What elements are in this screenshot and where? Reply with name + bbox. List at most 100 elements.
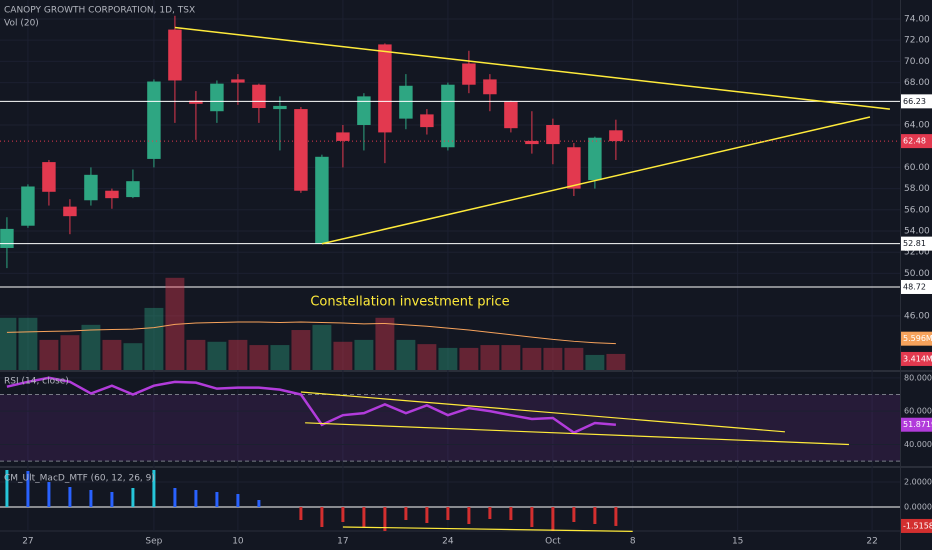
volume-bar <box>207 341 227 370</box>
x-tick-label: 22 <box>866 537 877 547</box>
macd-bar <box>593 507 597 524</box>
y-tick-label: 60.0000 <box>904 407 932 416</box>
price-line-label: 66.23 <box>903 97 926 106</box>
macd-bar <box>404 507 408 520</box>
candle-body <box>609 130 623 142</box>
price-line-label: 52.81 <box>903 239 926 248</box>
trendline <box>174 26 891 110</box>
macd-bar <box>530 507 534 527</box>
price-line-label-box <box>901 236 932 251</box>
macd-bar <box>47 482 51 507</box>
macd-bar <box>614 507 618 526</box>
macd-bar <box>341 507 345 522</box>
candle-body <box>357 96 371 125</box>
volume-bar <box>606 353 626 370</box>
x-tick-label: Oct <box>545 537 561 547</box>
macd-bar <box>320 507 324 527</box>
price-line-label-box <box>901 279 932 294</box>
volume-bar <box>249 345 269 370</box>
y-tick-label: 52.00 <box>904 248 930 258</box>
rsi-line <box>6 376 616 435</box>
y-tick-label: 68.00 <box>904 78 930 88</box>
volume-bar <box>459 347 479 370</box>
macd-bar <box>194 490 198 507</box>
candle-body <box>420 114 434 128</box>
y-tick-label: 74.00 <box>904 14 930 24</box>
macd-bar <box>299 507 303 520</box>
macd-bar <box>362 507 366 527</box>
volume-label-box <box>901 351 932 366</box>
macd-bar <box>425 507 429 523</box>
y-tick-label: 40.0000 <box>904 440 932 449</box>
volume-bar <box>417 344 437 370</box>
candle-body <box>21 186 35 226</box>
x-tick-label: 27 <box>22 537 33 547</box>
macd-bar <box>257 500 261 507</box>
rsi-last-label-box <box>901 417 932 432</box>
volume-bar <box>564 347 584 370</box>
candle-body <box>567 147 581 189</box>
y-tick-label: 50.00 <box>904 269 930 279</box>
macd-bar <box>215 492 219 507</box>
macd-bar <box>236 494 240 507</box>
macd-bar <box>5 470 9 507</box>
rsi-last-label: 51.8719 <box>903 420 932 429</box>
candle-body <box>231 79 245 83</box>
y-tick-label: 64.00 <box>904 120 930 130</box>
volume-bar <box>123 343 143 370</box>
x-tick-label: Sep <box>145 537 162 547</box>
candle-body <box>525 140 539 145</box>
macd-bar <box>572 507 576 522</box>
trendline <box>342 526 633 532</box>
annotation: Constellation investment price <box>310 295 509 310</box>
candle-body <box>210 83 224 112</box>
x-tick-label: 15 <box>732 537 743 547</box>
candle-body <box>189 100 203 104</box>
rsi-title: RSI (14, close) <box>4 377 69 387</box>
macd-bar <box>383 507 387 531</box>
candle-body <box>105 190 119 199</box>
trendline <box>305 422 849 446</box>
macd-bar <box>173 488 177 507</box>
chart-title: CANOPY GROWTH CORPORATION, 1D, TSX <box>4 6 195 16</box>
y-tick-label: 0.0000 <box>904 503 932 512</box>
macd-bar <box>152 470 156 507</box>
candle-body <box>252 84 266 109</box>
y-tick-label: 54.00 <box>904 227 930 237</box>
y-tick-label: 80.0000 <box>904 373 932 382</box>
candle-body <box>441 84 455 148</box>
y-tick-label: 70.00 <box>904 57 930 67</box>
candle-body <box>546 124 560 145</box>
macd-bar <box>446 507 450 520</box>
candle-body <box>84 174 98 201</box>
volume-ma <box>6 321 616 345</box>
x-tick-label: 10 <box>232 537 244 547</box>
volume-label-box <box>901 331 932 346</box>
macd-bar <box>467 507 471 524</box>
volume-bar <box>522 347 542 370</box>
macd-bar <box>89 490 93 507</box>
macd-bar <box>110 492 114 507</box>
volume-bar <box>396 339 416 370</box>
volume-label: 5.596M <box>903 334 932 343</box>
volume-bar <box>312 324 332 370</box>
last-price-label-box <box>901 134 932 149</box>
volume-bar <box>81 324 101 370</box>
candle-body <box>483 79 497 95</box>
candle-body <box>378 44 392 133</box>
candle-body <box>273 105 287 110</box>
candle-body <box>336 132 350 141</box>
macd-bar <box>551 507 555 531</box>
candle-body <box>399 85 413 119</box>
macd-last-label: -1.5158 <box>903 521 932 530</box>
volume-bar <box>354 339 374 370</box>
macd-bar <box>488 507 492 519</box>
candle-body <box>504 101 518 129</box>
rsi-band <box>0 394 900 462</box>
volume-bar <box>438 347 458 370</box>
volume-bar <box>270 345 290 370</box>
volume-label: 3.414M <box>903 354 932 363</box>
volume-bar <box>291 330 311 370</box>
